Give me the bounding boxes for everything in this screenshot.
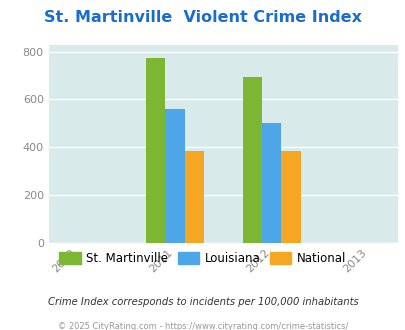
Bar bbox=[184, 151, 203, 243]
Bar bbox=[281, 151, 300, 243]
Text: Crime Index corresponds to incidents per 100,000 inhabitants: Crime Index corresponds to incidents per… bbox=[47, 297, 358, 307]
Bar bbox=[242, 77, 262, 243]
Bar bbox=[145, 58, 165, 243]
Bar bbox=[165, 110, 184, 243]
Bar bbox=[262, 123, 281, 243]
Text: St. Martinville  Violent Crime Index: St. Martinville Violent Crime Index bbox=[44, 10, 361, 25]
Text: © 2025 CityRating.com - https://www.cityrating.com/crime-statistics/: © 2025 CityRating.com - https://www.city… bbox=[58, 322, 347, 330]
Legend: St. Martinville, Louisiana, National: St. Martinville, Louisiana, National bbox=[54, 247, 351, 270]
